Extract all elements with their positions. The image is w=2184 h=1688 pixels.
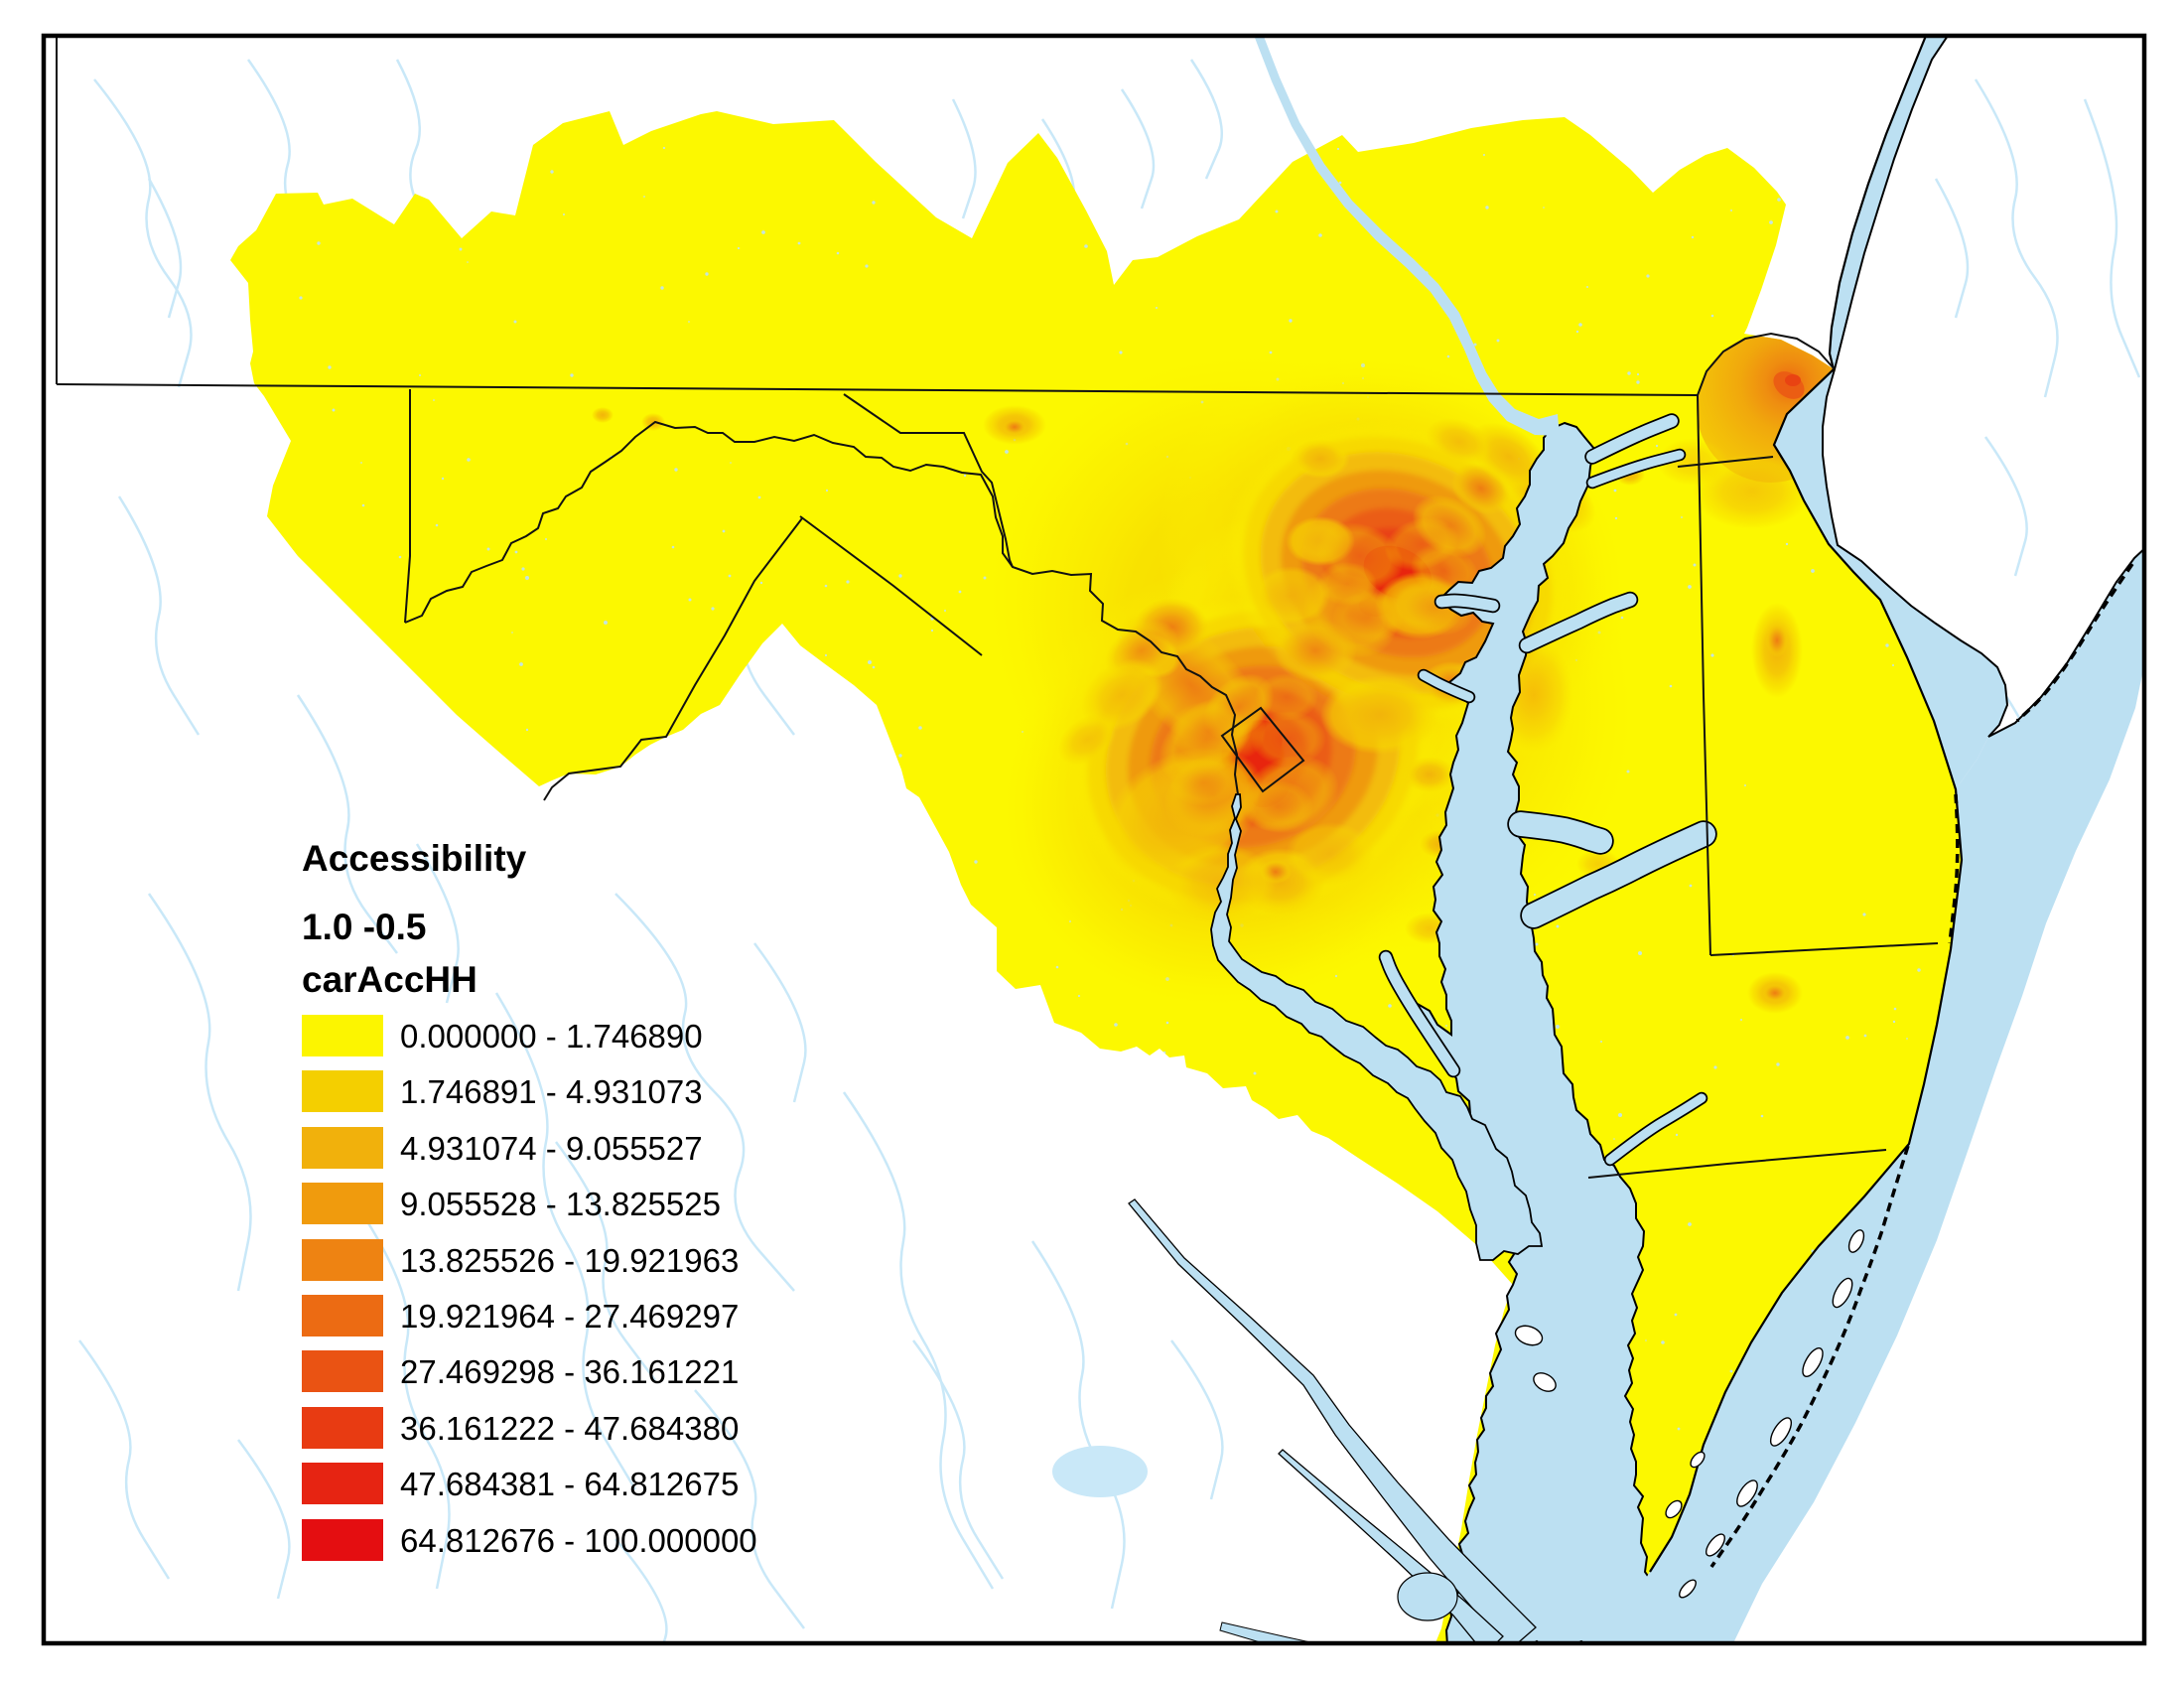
svg-text:9.055528 - 13.825525: 9.055528 - 13.825525: [400, 1186, 721, 1222]
svg-text:13.825526 - 19.921963: 13.825526 - 19.921963: [400, 1242, 739, 1279]
svg-text:1.746891 - 4.931073: 1.746891 - 4.931073: [400, 1073, 703, 1110]
svg-text:36.161222 - 47.684380: 36.161222 - 47.684380: [400, 1410, 739, 1447]
svg-text:27.469298 - 36.161221: 27.469298 - 36.161221: [400, 1353, 739, 1390]
svg-text:19.921964 - 27.469297: 19.921964 - 27.469297: [400, 1298, 739, 1335]
svg-text:Accessibility: Accessibility: [302, 838, 527, 879]
svg-text:4.931074 - 9.055527: 4.931074 - 9.055527: [400, 1130, 703, 1167]
svg-text:carAccHH: carAccHH: [302, 959, 478, 1000]
svg-text:47.684381 - 64.812675: 47.684381 - 64.812675: [400, 1466, 739, 1502]
svg-text:0.000000 - 1.746890: 0.000000 - 1.746890: [400, 1018, 703, 1055]
svg-text:64.812676 - 100.000000: 64.812676 - 100.000000: [400, 1522, 757, 1559]
svg-text:1.0 -0.5: 1.0 -0.5: [302, 907, 426, 947]
